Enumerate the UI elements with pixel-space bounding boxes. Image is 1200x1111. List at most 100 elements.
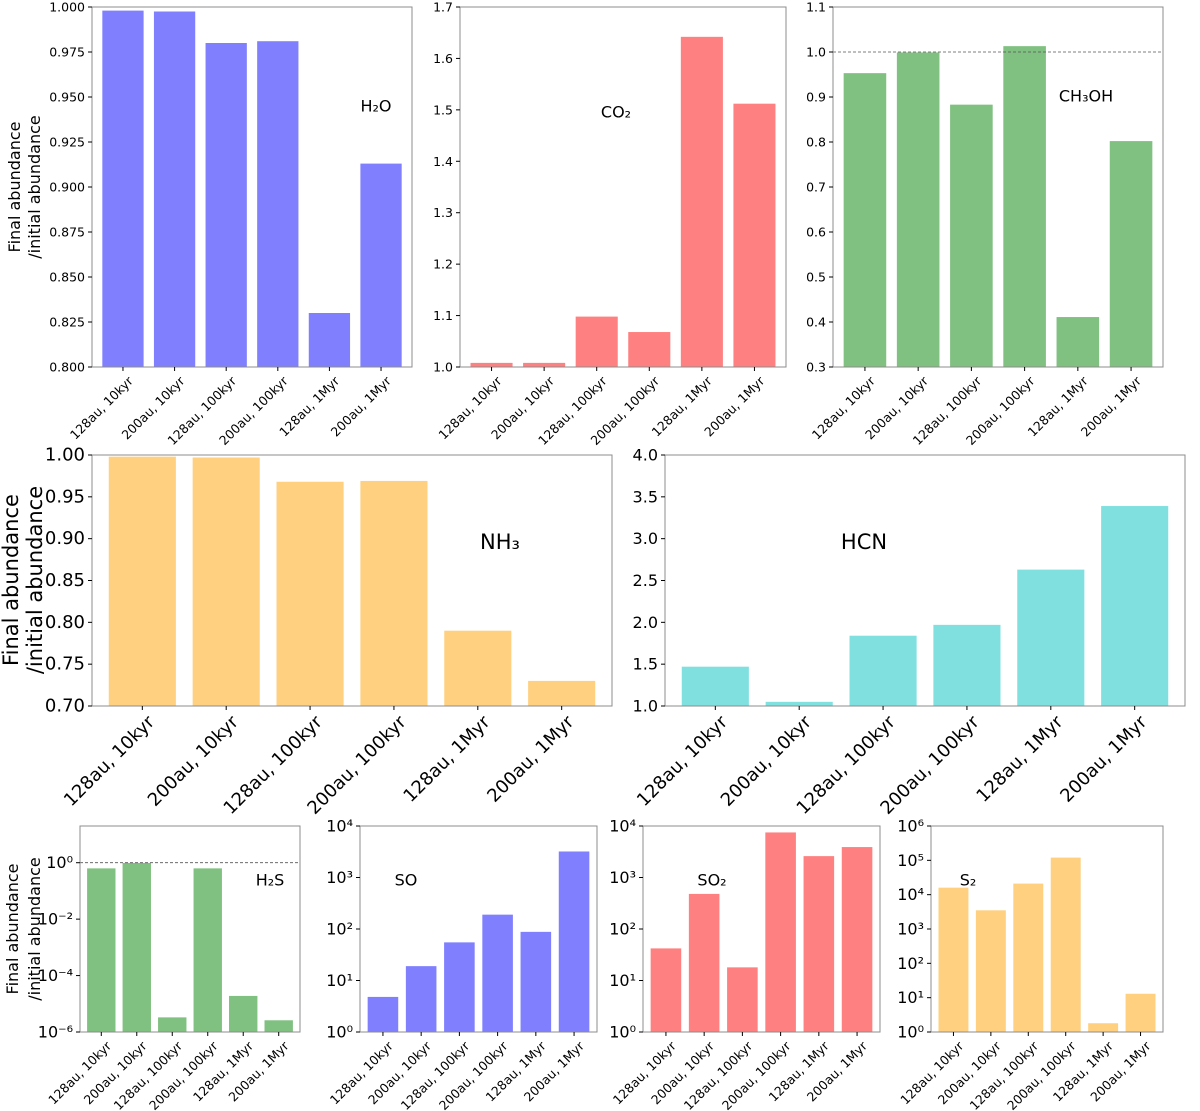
y-axis-label-line1: Final abundance [3,864,22,995]
y-tick-label: 2.5 [633,571,658,590]
y-tick-label: 0.875 [49,225,85,240]
y-tick-label: 10³ [326,868,353,887]
y-tick-label: 4.0 [633,446,658,465]
y-tick-label: 0.90 [45,528,85,549]
bar-ch3oh-3 [1003,46,1046,368]
bar-h2s-4 [229,995,258,1032]
bar-so-4 [520,931,552,1032]
bar-s2-2 [1013,883,1044,1032]
x-tick-label: 128au, 100kyr [681,1038,756,1111]
y-tick-label: 10⁻⁴ [38,966,73,985]
y-tick-label: 1.00 [45,445,85,466]
bar-co2-1 [523,362,566,367]
bar-nh3-0 [108,456,176,706]
y-tick-label: 10² [609,920,636,939]
bar-h2o-1 [153,11,196,367]
bar-s2-4 [1088,1023,1119,1032]
bar-co2-5 [733,103,776,367]
bar-so2-3 [765,832,796,1032]
bar-so-0 [367,996,399,1032]
species-label: HCN [841,530,887,554]
bar-h2s-0 [87,868,116,1032]
x-tick-label: 200au, 1Myr [1056,711,1151,806]
y-tick-label: 1.6 [433,51,453,66]
y-tick-label: 0.925 [49,135,85,150]
y-tick-label: 10⁻⁶ [38,1023,73,1042]
y-tick-label: 1.0 [433,360,453,375]
species-label: NH₃ [480,530,520,554]
y-tick-label: 0.6 [806,225,826,240]
y-tick-label: 1.2 [433,257,453,272]
y-axis-label-line2: /initial abundance [23,486,47,674]
bar-ch3oh-1 [896,52,940,367]
y-tick-label: 10² [897,954,924,973]
y-tick-label: 10⁵ [897,851,924,870]
bar-hcn-4 [1017,569,1085,706]
panel-h2o: 0.800 0.825 0.850 0.875 0.900 0.925 0.950 0.975… [5,0,413,448]
y-tick-label: 0.825 [49,315,85,330]
axes-frame [459,6,787,368]
axes-frame [79,825,301,1033]
species-label: H₂S [256,871,285,890]
y-tick-label: 1.3 [433,205,453,220]
bar-so2-1 [688,893,720,1032]
species-label: CO₂ [601,103,631,122]
y-axis-label-line1: Final abundance [5,122,24,253]
y-tick-label: 0.900 [49,180,85,195]
bar-h2o-3 [257,41,299,367]
x-tick-label: 200au, 100kyr [436,1038,511,1111]
y-tick-label: 1.0 [806,45,826,60]
y-tick-label: 10³ [897,920,924,939]
bar-hcn-0 [681,666,749,706]
y-tick-label: 3.0 [633,529,658,548]
y-tick-label: 1.1 [806,0,826,15]
bar-h2o-5 [360,163,402,367]
species-label: SO [395,871,418,890]
species-label: H₂O [360,97,391,116]
y-tick-label: 10³ [609,868,636,887]
bar-nh3-4 [444,630,512,706]
y-axis-label-line2: /initial abundance [25,857,44,1000]
bar-so-5 [558,851,590,1032]
bar-h2o-2 [205,43,247,367]
y-tick-label: 10² [326,920,353,939]
y-tick-label: 0.70 [45,696,85,717]
y-tick-label: 1.5 [433,102,453,117]
y-tick-label: 0.950 [49,90,85,105]
y-tick-label: 10¹ [609,971,636,990]
y-axis-label-line1: Final abundance [0,494,23,666]
species-label: CH₃OH [1059,87,1113,106]
bar-ch3oh-4 [1056,317,1100,367]
y-tick-label: 0.80 [45,612,85,633]
y-tick-label: 1.0 [633,697,658,716]
y-tick-label: 10⁰ [897,1023,924,1042]
bar-s2-1 [975,910,1006,1032]
y-tick-label: 1.7 [433,0,453,15]
y-tick-label: 0.85 [45,570,85,591]
y-tick-label: 1.000 [49,0,85,15]
y-tick-label: 10⁰ [609,1023,636,1042]
bar-co2-0 [470,362,513,367]
bar-hcn-5 [1101,506,1169,706]
y-tick-label: 10⁶ [897,817,924,836]
bar-co2-4 [680,36,723,367]
x-tick-label: 128au, 1Myr [972,711,1067,806]
bar-h2s-3 [193,868,222,1032]
bar-s2-3 [1050,857,1081,1032]
y-tick-label: 10¹ [326,971,353,990]
bar-co2-2 [575,316,618,367]
bar-h2o-4 [308,313,351,367]
y-tick-label: 10⁰ [326,1023,353,1042]
species-label: S₂ [960,871,977,890]
y-tick-label: 1.5 [633,655,658,674]
bar-s2-0 [938,887,969,1032]
bar-h2s-2 [158,1017,187,1032]
y-tick-label: 10⁴ [609,817,636,836]
bar-so2-2 [727,967,758,1032]
